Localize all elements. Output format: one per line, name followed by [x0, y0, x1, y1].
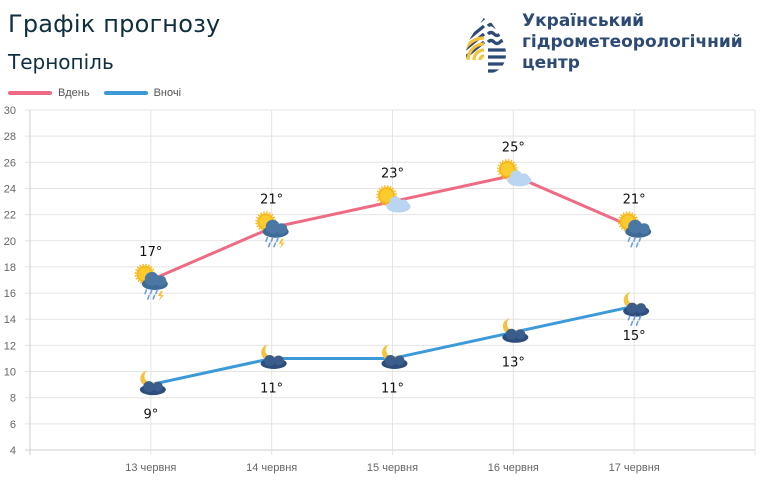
chart-axes: 4 6 8 10 12 14 16 18 20 22 24 26 28 30 13 червня 14 чер… — [4, 105, 660, 474]
page-title: Графік прогнозу — [8, 10, 221, 38]
y-tick-label: 14 — [4, 314, 16, 326]
data-label: 11° — [260, 381, 283, 396]
data-label: 9° — [143, 408, 158, 423]
y-tick-label: 4 — [10, 445, 16, 457]
legend-label-day: Вдень — [58, 87, 90, 99]
org-name: Український гідрометеорологічний центр — [522, 11, 743, 74]
chart-legend: Вдень Вночі — [8, 87, 195, 99]
legend-swatch-day — [8, 91, 52, 95]
sun-cloud-rain-thunder-icon — [255, 211, 289, 249]
legend-item-day[interactable]: Вдень — [8, 87, 90, 99]
legend-label-night: Вночі — [153, 87, 182, 99]
y-tick-label: 12 — [4, 340, 16, 352]
sun-light-cloud-icon — [497, 159, 532, 187]
y-tick-label: 6 — [10, 419, 16, 431]
data-label: 11° — [381, 381, 404, 396]
moon-cloud-icon — [260, 344, 287, 369]
y-tick-label: 10 — [4, 367, 16, 379]
legend-item-night[interactable]: Вночі — [103, 87, 182, 99]
data-label: 25° — [502, 140, 525, 155]
org-line-2: гідрометеорологічний — [522, 32, 743, 52]
data-labels: 17° 21° 23° 25° 21° 9° 11° 11° 13° 15° — [139, 140, 645, 422]
org-line-1: Український — [522, 11, 645, 31]
city-name: Тернопіль — [8, 50, 114, 74]
water-drop-logo-icon — [466, 16, 506, 73]
x-tick-label: 13 червня — [125, 462, 176, 474]
data-label: 21° — [623, 193, 646, 208]
y-tick-label: 24 — [4, 183, 16, 195]
y-tick-label: 16 — [4, 288, 16, 300]
legend-swatch-night — [103, 91, 148, 95]
x-tick-label: 15 червня — [367, 462, 418, 474]
y-tick-label: 8 — [10, 393, 16, 405]
sun-cloud-rain-thunder-icon — [134, 263, 168, 301]
data-label: 15° — [623, 329, 646, 344]
x-tick-label: 17 червня — [609, 462, 660, 474]
y-tick-label: 20 — [4, 236, 16, 248]
sun-cloud-rain-icon — [617, 211, 652, 248]
weather-icons — [134, 159, 652, 396]
y-tick-label: 30 — [4, 105, 16, 117]
chart-grid — [25, 109, 756, 455]
data-label: 17° — [139, 245, 162, 260]
data-label: 21° — [260, 193, 283, 208]
y-tick-label: 26 — [4, 157, 16, 169]
moon-cloud-rain-icon — [623, 292, 650, 326]
y-tick-label: 18 — [4, 262, 16, 274]
x-tick-label: 14 червня — [246, 462, 297, 474]
y-tick-label: 22 — [4, 210, 16, 222]
data-label: 13° — [502, 355, 525, 370]
org-line-3: центр — [522, 53, 580, 73]
y-tick-label: 28 — [4, 131, 16, 143]
x-tick-label: 16 червня — [488, 462, 539, 474]
data-label: 23° — [381, 167, 404, 182]
